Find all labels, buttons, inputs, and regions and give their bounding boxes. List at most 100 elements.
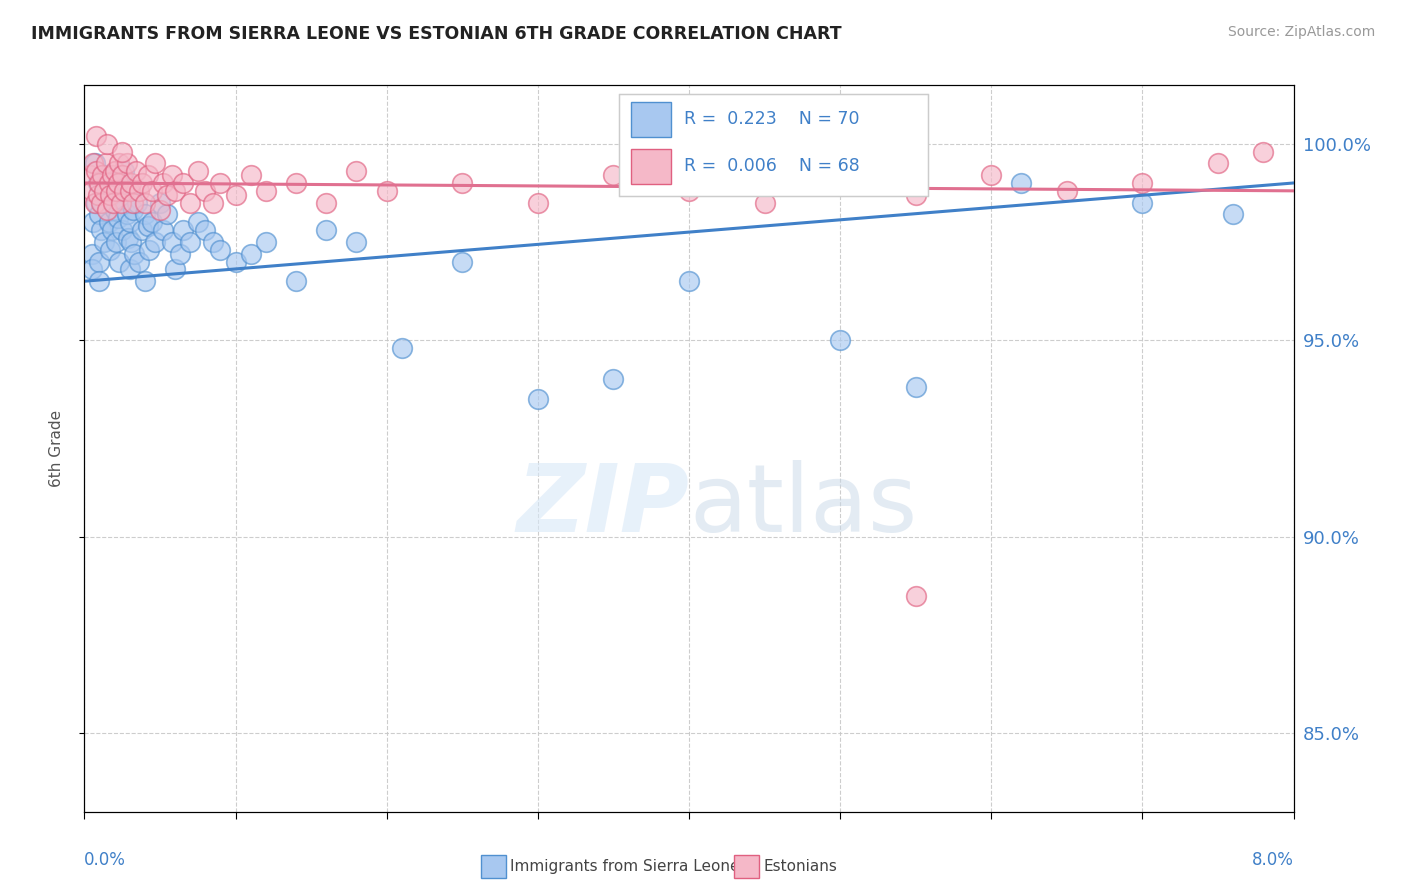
- Point: [375, 184, 398, 198]
- Point: [93, 184, 115, 198]
- Text: Source: ZipAtlas.com: Source: ZipAtlas.com: [1227, 25, 1375, 39]
- Text: R =  0.006    N = 68: R = 0.006 N = 68: [683, 158, 859, 176]
- Point: [239, 246, 262, 260]
- Point: [187, 164, 209, 178]
- Point: [84, 156, 107, 170]
- Point: [107, 176, 129, 190]
- Point: [1132, 176, 1154, 190]
- Point: [89, 176, 111, 190]
- Point: [149, 195, 172, 210]
- Text: R =  0.223    N = 70: R = 0.223 N = 70: [683, 111, 859, 128]
- Point: [1011, 176, 1033, 190]
- Point: [194, 184, 217, 198]
- Bar: [631, 102, 671, 136]
- Point: [101, 195, 124, 210]
- Point: [122, 246, 145, 260]
- Point: [201, 195, 224, 210]
- Point: [194, 223, 217, 237]
- Point: [209, 176, 232, 190]
- Point: [830, 333, 852, 347]
- Point: [602, 168, 624, 182]
- Point: [96, 203, 118, 218]
- Point: [138, 243, 160, 257]
- Point: [82, 156, 104, 170]
- Point: [110, 195, 132, 210]
- Point: [141, 215, 163, 229]
- Point: [284, 274, 308, 288]
- Point: [89, 254, 111, 268]
- Point: [156, 187, 179, 202]
- Point: [84, 195, 107, 210]
- Text: ZIP: ZIP: [516, 460, 689, 552]
- Point: [134, 195, 156, 210]
- Point: [117, 231, 139, 245]
- Point: [79, 168, 101, 182]
- Point: [104, 203, 127, 218]
- Point: [187, 215, 209, 229]
- Point: [172, 176, 194, 190]
- Point: [97, 215, 120, 229]
- Point: [904, 589, 927, 603]
- Point: [128, 184, 150, 198]
- Point: [108, 156, 131, 170]
- Point: [152, 176, 174, 190]
- Point: [172, 223, 194, 237]
- Bar: [631, 149, 671, 184]
- Point: [105, 184, 128, 198]
- Point: [179, 235, 201, 249]
- Point: [602, 372, 624, 386]
- Point: [225, 187, 247, 202]
- Point: [86, 128, 108, 143]
- Point: [179, 195, 201, 210]
- Point: [1253, 145, 1275, 159]
- Point: [118, 215, 141, 229]
- Point: [160, 235, 183, 249]
- Point: [108, 254, 131, 268]
- Point: [678, 184, 700, 198]
- Point: [97, 176, 120, 190]
- Point: [80, 262, 103, 277]
- Point: [145, 235, 167, 249]
- Point: [111, 223, 134, 237]
- Point: [754, 195, 776, 210]
- Point: [96, 168, 118, 182]
- Point: [160, 168, 183, 182]
- Point: [315, 195, 337, 210]
- Point: [391, 341, 413, 355]
- Point: [125, 164, 148, 178]
- Point: [101, 176, 124, 190]
- Point: [315, 223, 337, 237]
- Point: [451, 254, 474, 268]
- Point: [239, 168, 262, 182]
- Point: [120, 176, 142, 190]
- Point: [118, 262, 141, 277]
- Point: [134, 207, 156, 221]
- Point: [156, 207, 179, 221]
- Point: [527, 392, 550, 406]
- Point: [87, 176, 110, 190]
- Point: [284, 176, 308, 190]
- Point: [80, 184, 103, 198]
- Point: [111, 168, 134, 182]
- Point: [89, 274, 111, 288]
- Point: [96, 136, 118, 151]
- Point: [111, 145, 134, 159]
- Point: [346, 164, 368, 178]
- Text: 0.0%: 0.0%: [84, 851, 127, 869]
- Point: [127, 195, 149, 210]
- Point: [91, 168, 114, 182]
- Point: [134, 274, 156, 288]
- Point: [105, 235, 128, 249]
- Point: [254, 235, 277, 249]
- Point: [107, 211, 129, 226]
- Point: [131, 176, 153, 190]
- Point: [100, 187, 122, 202]
- Point: [904, 380, 927, 394]
- Text: atlas: atlas: [689, 460, 917, 552]
- Point: [678, 274, 700, 288]
- Point: [527, 195, 550, 210]
- Point: [94, 156, 117, 170]
- Point: [100, 223, 122, 237]
- Point: [128, 254, 150, 268]
- Point: [169, 246, 191, 260]
